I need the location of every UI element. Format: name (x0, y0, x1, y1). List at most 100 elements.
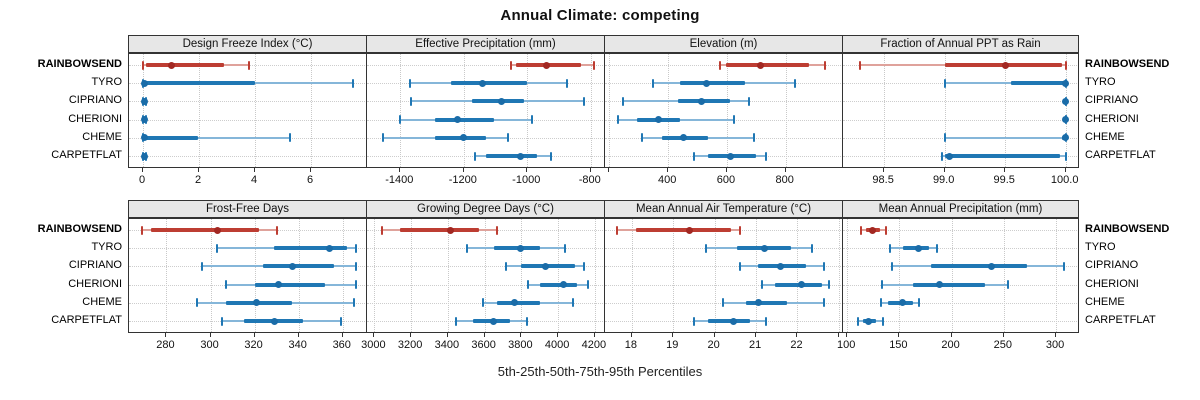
panel-strip-title: Growing Degree Days (°C) (417, 203, 554, 215)
iqr-bar (274, 246, 348, 251)
whisker-cap (583, 96, 586, 106)
median-dot (987, 262, 995, 270)
panel-fraction-of-annual-ppt-as-rain (842, 53, 1079, 168)
axis-tick-label: 280 (156, 339, 175, 351)
category-label-right: CHERIONI (1085, 112, 1139, 125)
axis-tick-label: 4200 (581, 339, 607, 351)
panel-strip-title: Design Freeze Index (°C) (182, 38, 313, 50)
axis-tick (630, 333, 632, 337)
iqr-bar (400, 228, 480, 232)
whisker-cap (339, 316, 342, 326)
iqr-bar (745, 300, 788, 305)
gridline-vertical (342, 219, 344, 332)
axis-tick (520, 333, 522, 337)
median-dot (140, 134, 148, 142)
gridline-vertical (590, 54, 592, 167)
axis-tick-label: 200 (941, 339, 960, 351)
median-dot (760, 244, 768, 252)
median-dot (654, 116, 662, 124)
axis-tick-label: -800 (578, 174, 601, 186)
gridline-row-guide (843, 321, 1078, 322)
axis-tick-label: 100.0 (1050, 174, 1079, 186)
gridline-vertical (785, 54, 787, 167)
panel-strip-title: Mean Annual Air Temperature (°C) (635, 203, 812, 215)
axis-tick (593, 333, 595, 337)
panel-elevation-m (604, 53, 843, 168)
median-dot (275, 281, 283, 289)
axis-tick-label: 18 (624, 339, 638, 351)
category-label-left: CHERIONI (68, 112, 122, 125)
whisker-cap (507, 133, 510, 143)
iqr-bar (151, 228, 259, 232)
median-dot (447, 226, 455, 234)
gridline-vertical (447, 219, 449, 332)
axis-tick (165, 333, 167, 337)
category-label-left: CHEME (82, 295, 122, 308)
median-dot (542, 61, 550, 69)
whisker-cap (719, 60, 722, 70)
whisker-cap (275, 225, 278, 235)
whisker-cap (564, 243, 567, 253)
median-dot (326, 244, 334, 252)
gridline-row-guide (605, 266, 842, 268)
category-label-left: CARPETFLAT (51, 314, 122, 326)
panel-strip: Mean Annual Precipitation (mm) (842, 200, 1079, 218)
median-dot (798, 281, 806, 289)
axis-tick (310, 168, 311, 172)
axis-tick-label: 3200 (397, 339, 423, 351)
gridline-vertical (847, 219, 849, 332)
whisker-cap (531, 115, 533, 125)
axis-tick-label: 4000 (544, 339, 570, 351)
gridline-vertical (1003, 219, 1005, 332)
median-dot (946, 152, 953, 160)
whisker-cap (692, 316, 695, 326)
axis-tick-label: 300 (200, 339, 219, 351)
whisker-cap (793, 78, 796, 88)
axis-tick-label: 2 (194, 174, 202, 186)
whisker-cap (200, 261, 203, 271)
axis-tick-label: 22 (790, 339, 803, 351)
category-label-left: CHERIONI (68, 277, 122, 290)
gridline-vertical (400, 54, 402, 167)
gridline-vertical (756, 219, 758, 332)
whisker-cap (943, 133, 946, 143)
whisker-cap (764, 151, 767, 161)
iqr-bar (451, 81, 528, 86)
whisker-cap (481, 298, 484, 308)
axis-tick-label: -1000 (512, 174, 541, 186)
median-dot (140, 152, 148, 160)
whisker-cap (504, 261, 507, 271)
axis-tick (557, 333, 559, 337)
category-label-right: RAINBOWSEND (1085, 223, 1170, 235)
category-label-right: TYRO (1085, 241, 1116, 254)
whisker-cap (526, 280, 529, 290)
panel-frost-free-days (128, 218, 367, 333)
gridline-vertical (484, 219, 486, 332)
median-dot (703, 79, 711, 87)
gridline-vertical (166, 219, 168, 332)
iqr-bar (708, 319, 750, 323)
median-dot (686, 226, 694, 234)
axis-tick (796, 333, 798, 337)
median-dot (498, 97, 506, 105)
median-dot (140, 79, 148, 87)
whisker-cap (1006, 280, 1009, 290)
panel-strip-title: Elevation (m) (689, 38, 758, 50)
axis-tick (209, 333, 211, 337)
gridline-vertical (668, 54, 670, 167)
whisker-cap (399, 115, 402, 125)
panel-strip: Design Freeze Index (°C) (128, 35, 367, 53)
axis-tick-label: 19 (666, 339, 679, 351)
axis-tick (883, 168, 885, 172)
gridline-vertical (726, 54, 728, 167)
whisker-cap (196, 298, 199, 308)
whisker-cap (352, 78, 354, 88)
category-label-left: CIPRIANO (68, 94, 122, 107)
whisker-cap (354, 280, 357, 290)
panel-design-freeze-index-c (128, 53, 367, 168)
whisker-cap (466, 243, 469, 253)
whisker-cap (354, 243, 357, 253)
axis-tick-label: 400 (657, 174, 677, 186)
median-dot (253, 299, 261, 307)
